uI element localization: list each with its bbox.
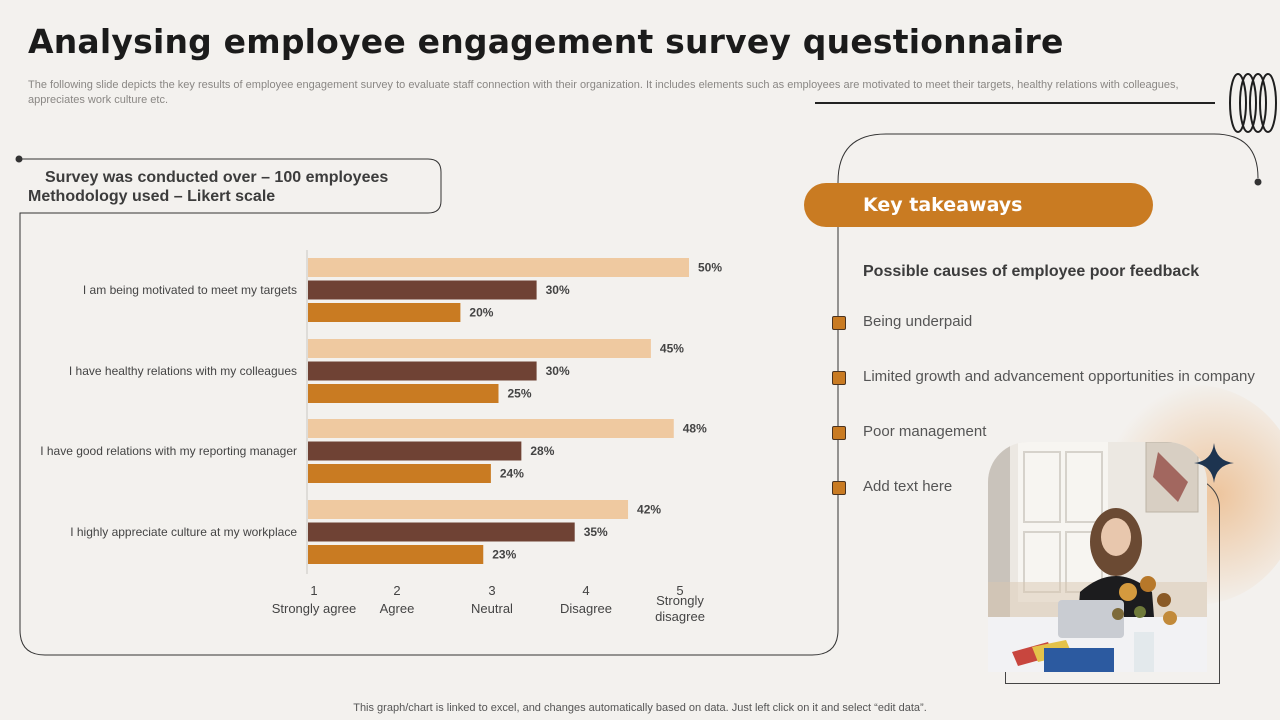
- data-label: 50%: [698, 261, 722, 275]
- survey-info: Survey was conducted over – 100 employee…: [28, 168, 388, 206]
- scale-tick-number: 5: [676, 583, 683, 598]
- scale-tick-label: Strongly: [656, 593, 704, 608]
- subtitle-rule: [815, 102, 1215, 104]
- data-label: 35%: [584, 525, 608, 539]
- takeaway-text: Limited growth and advancement opportuni…: [863, 368, 1255, 385]
- rings-decoration: [1229, 73, 1277, 133]
- scale-tick-number: 3: [488, 583, 495, 598]
- bar: [308, 419, 674, 438]
- data-label: 30%: [546, 364, 570, 378]
- footnote: This graph/chart is linked to excel, and…: [353, 702, 927, 714]
- bar: [308, 522, 575, 542]
- square-bullet-icon: [832, 426, 846, 440]
- survey-method: Methodology used – Likert scale: [28, 188, 276, 205]
- data-label: 48%: [683, 422, 707, 436]
- square-bullet-icon: [832, 371, 846, 385]
- category-label: I highly appreciate culture at my workpl…: [70, 525, 297, 539]
- takeaway-text: Being underpaid: [863, 313, 973, 330]
- bar: [308, 361, 537, 381]
- bar: [308, 384, 499, 403]
- data-label: 20%: [469, 306, 493, 320]
- category-label: I have healthy relations with my colleag…: [69, 364, 297, 378]
- bar: [308, 339, 651, 358]
- data-label: 45%: [660, 342, 684, 356]
- bar: [308, 258, 689, 277]
- page-subtitle: The following slide depicts the key resu…: [28, 79, 1179, 106]
- survey-count: Survey was conducted over – 100 employee…: [45, 169, 389, 186]
- data-label: 30%: [546, 283, 570, 297]
- sparkle-star-icon: [1194, 443, 1234, 483]
- bar: [308, 303, 461, 322]
- bar: [308, 500, 629, 519]
- data-label: 24%: [500, 467, 524, 481]
- category-label: I am being motivated to meet my targets: [83, 283, 297, 297]
- takeaways-subheading: Possible causes of employee poor feedbac…: [863, 263, 1200, 280]
- bar: [308, 545, 484, 564]
- bar: [308, 464, 491, 483]
- takeaway-text: Add text here: [863, 478, 953, 495]
- data-label: 42%: [637, 503, 661, 517]
- takeaway-text: Poor management: [863, 423, 987, 440]
- category-label: I have good relations with my reporting …: [40, 444, 297, 458]
- square-bullet-icon: [832, 316, 846, 330]
- employee-photo: [988, 442, 1207, 672]
- data-label: 23%: [492, 548, 516, 562]
- scale-tick-label: disagree: [655, 609, 705, 624]
- engagement-bar-chart: I am being motivated to meet my targets 5…: [40, 250, 722, 624]
- square-bullet-icon: [832, 481, 846, 495]
- data-label: 28%: [530, 444, 554, 458]
- scale-tick-label: Agree: [380, 601, 415, 616]
- data-label: 25%: [508, 387, 532, 401]
- scale-tick-number: 1: [310, 583, 317, 598]
- bar: [308, 441, 522, 461]
- bar: [308, 280, 537, 300]
- page-title: Analysing employee engagement survey que…: [28, 22, 1064, 61]
- scale-tick-label: Disagree: [560, 601, 612, 616]
- scale-tick-number: 4: [582, 583, 589, 598]
- scale-tick-number: 2: [393, 583, 400, 598]
- scale-tick-label: Neutral: [471, 601, 513, 616]
- scale-tick-label: Strongly agree: [272, 601, 357, 616]
- key-takeaways-heading: Key takeaways: [804, 183, 1153, 227]
